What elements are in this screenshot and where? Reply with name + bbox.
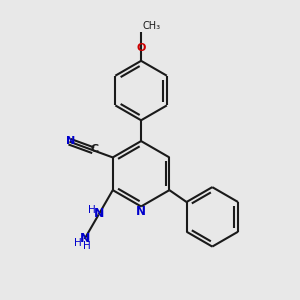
Text: H: H	[83, 241, 91, 250]
Text: C: C	[91, 144, 99, 154]
Text: H: H	[74, 238, 82, 248]
Text: N: N	[94, 208, 105, 220]
Text: O: O	[136, 44, 146, 53]
Text: N: N	[136, 205, 146, 218]
Text: CH₃: CH₃	[142, 20, 161, 31]
Text: H: H	[88, 206, 96, 215]
Text: N: N	[80, 232, 90, 245]
Text: N: N	[66, 136, 75, 146]
